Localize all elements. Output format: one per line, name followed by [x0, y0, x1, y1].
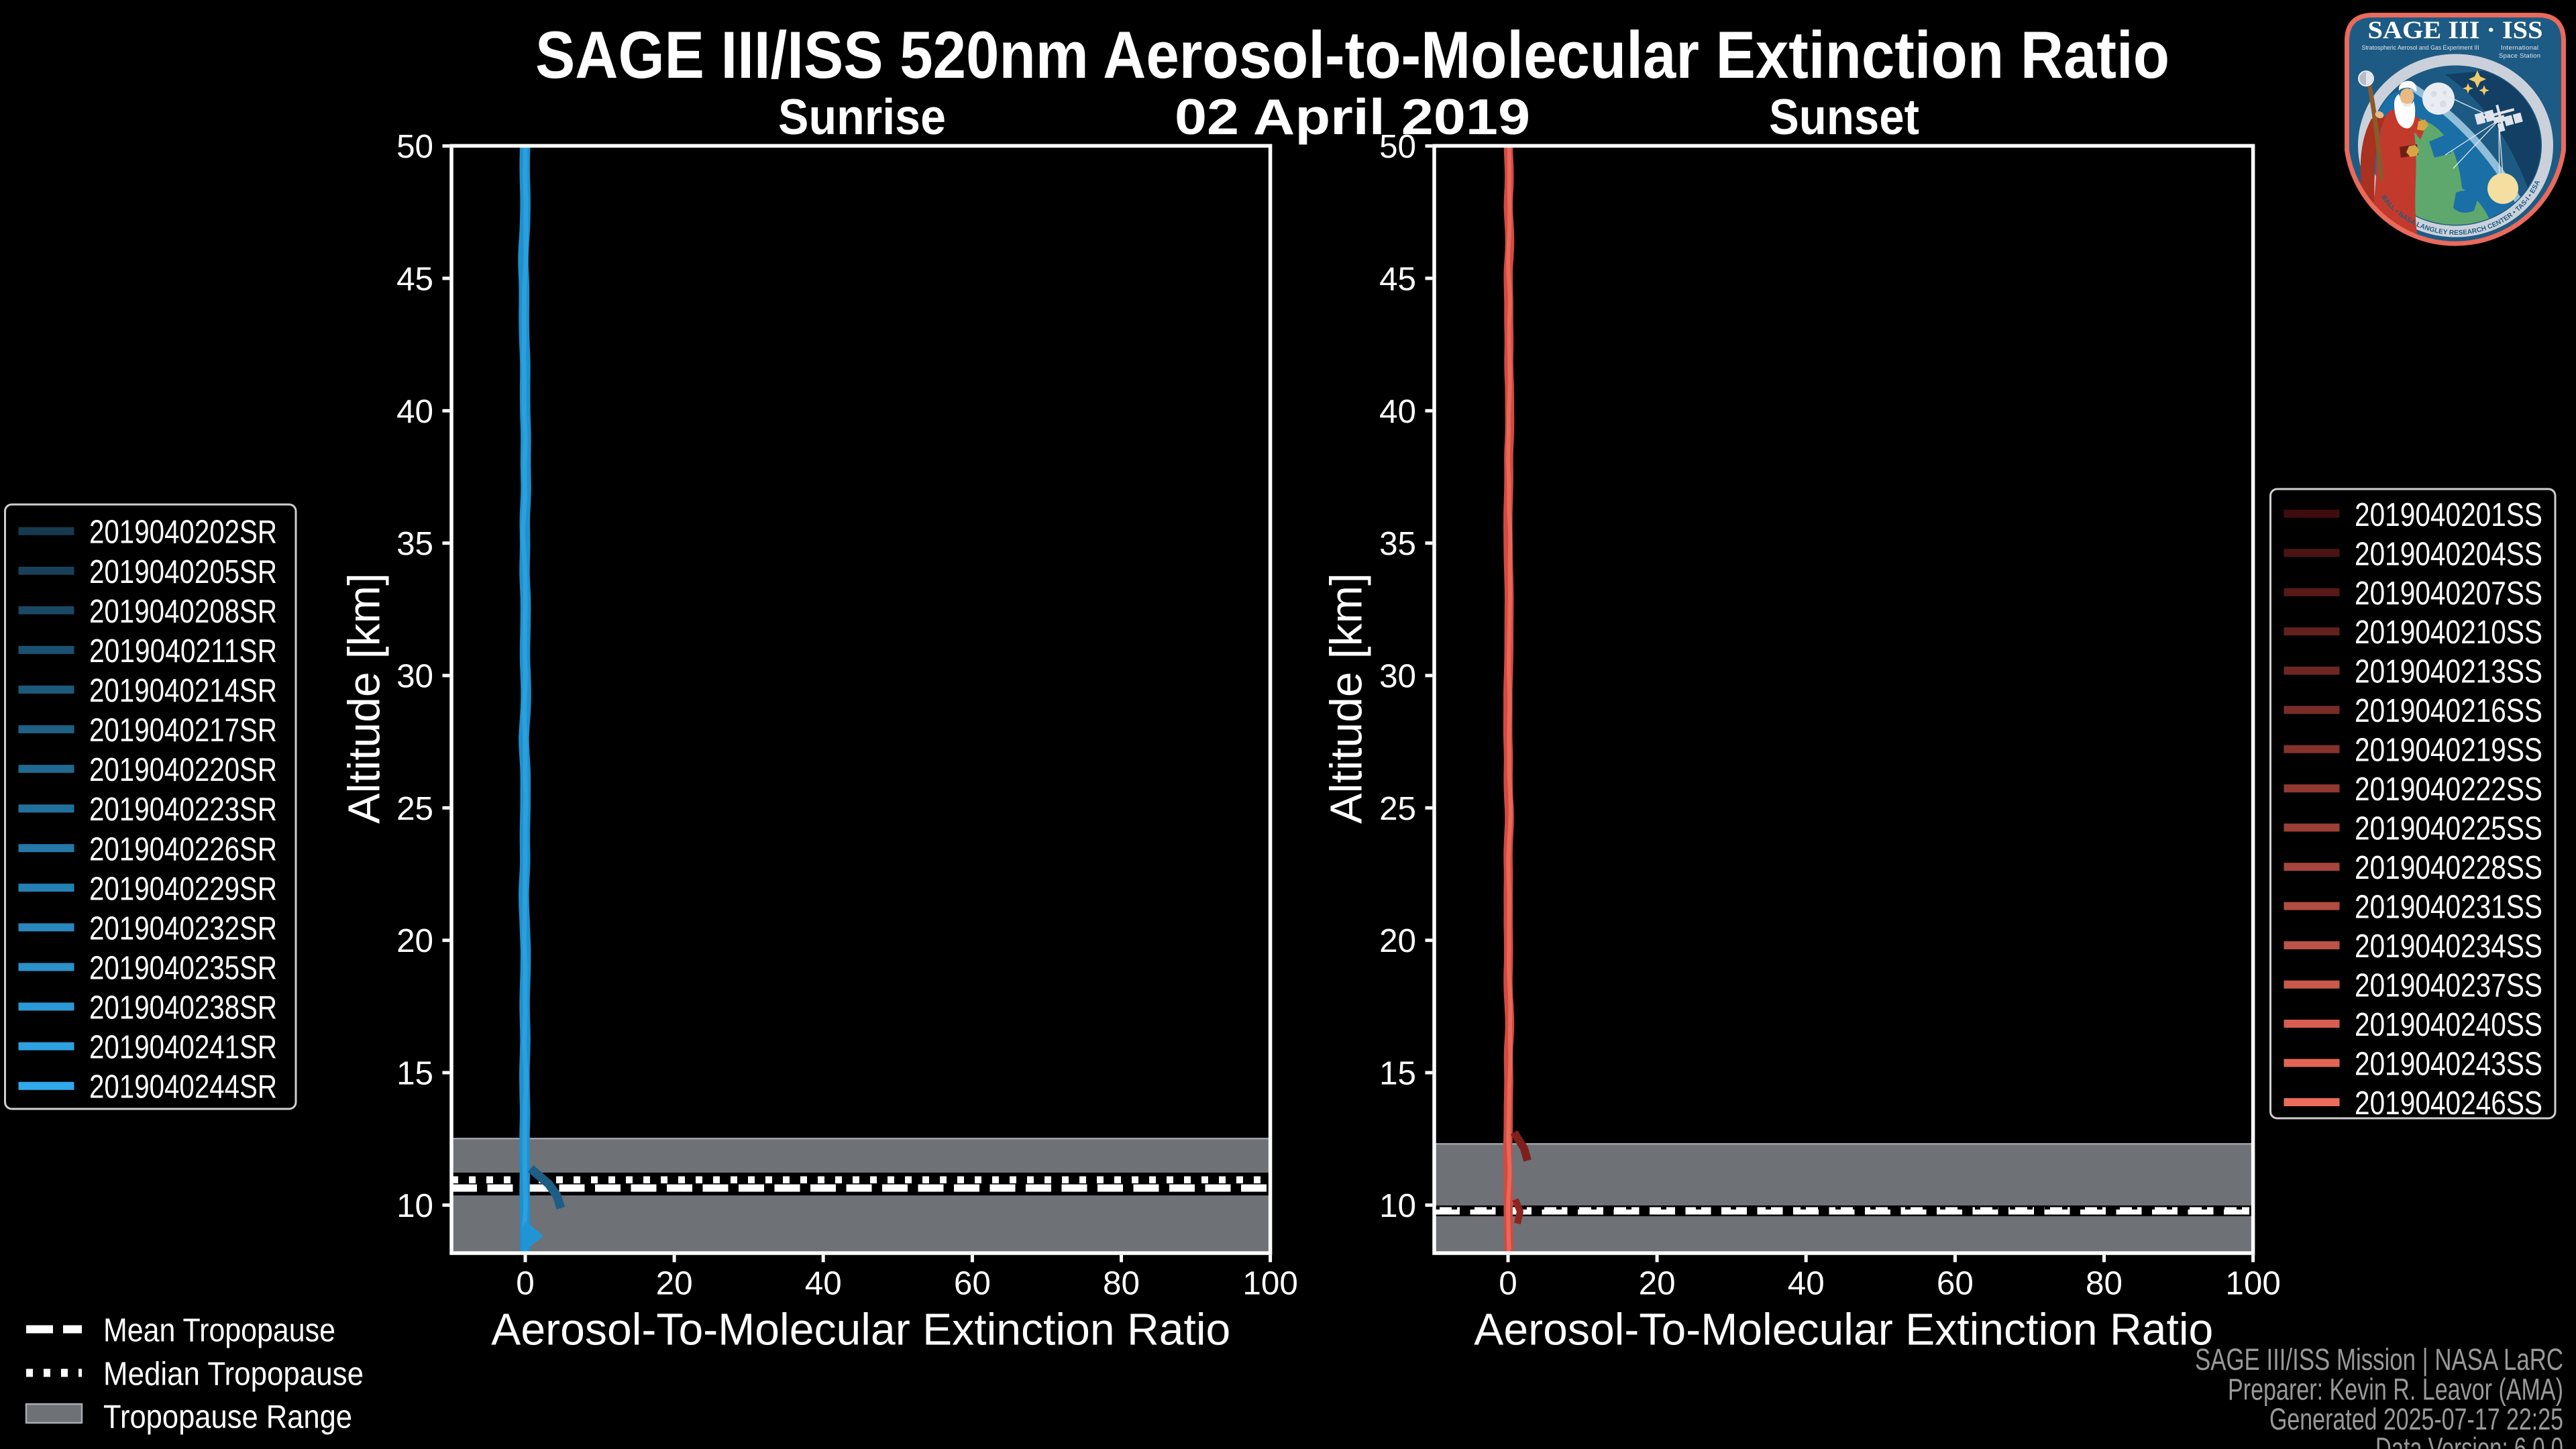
svg-text:40: 40 [396, 393, 433, 430]
svg-text:2019040240SS: 2019040240SS [2355, 1006, 2542, 1043]
svg-text:2019040225SS: 2019040225SS [2355, 810, 2542, 847]
svg-text:2019040207SS: 2019040207SS [2355, 575, 2542, 612]
svg-text:Sunset: Sunset [1769, 89, 1919, 145]
svg-text:2019040231SS: 2019040231SS [2355, 889, 2542, 926]
svg-text:20: 20 [396, 922, 433, 959]
svg-text:2019040213SS: 2019040213SS [2355, 653, 2542, 690]
svg-text:45: 45 [396, 260, 433, 297]
svg-text:30: 30 [1379, 658, 1416, 695]
svg-text:60: 60 [1937, 1265, 1974, 1302]
svg-text:50: 50 [1379, 128, 1416, 165]
svg-text:2019040241SR: 2019040241SR [89, 1029, 277, 1066]
svg-text:30: 30 [396, 658, 433, 695]
svg-text:25: 25 [1379, 790, 1416, 827]
svg-text:100: 100 [2225, 1265, 2280, 1302]
svg-text:Altitude [km]: Altitude [km] [339, 573, 389, 824]
svg-text:2019040244SR: 2019040244SR [89, 1069, 277, 1106]
svg-text:Median Tropopause: Median Tropopause [103, 1356, 364, 1393]
svg-text:Generated 2025-07-17 22:25: Generated 2025-07-17 22:25 [2269, 1402, 2563, 1436]
svg-text:2019040220SR: 2019040220SR [89, 751, 277, 788]
svg-text:Mean Tropopause: Mean Tropopause [103, 1312, 335, 1349]
svg-text:2019040235SR: 2019040235SR [89, 949, 277, 986]
svg-text:Aerosol-To-Molecular Extinctio: Aerosol-To-Molecular Extinction Ratio [1474, 1305, 2213, 1355]
svg-text:SAGE III/ISS 520nm Aerosol-to-: SAGE III/ISS 520nm Aerosol-to-Molecular … [535, 17, 2169, 92]
svg-text:20: 20 [1639, 1265, 1676, 1302]
svg-text:2019040211SR: 2019040211SR [89, 633, 277, 669]
svg-text:2019040228SS: 2019040228SS [2355, 849, 2542, 886]
svg-text:2019040234SS: 2019040234SS [2355, 928, 2542, 965]
svg-text:Stratospheric Aerosol and Gas: Stratospheric Aerosol and Gas Experiment… [2362, 44, 2479, 52]
svg-text:0: 0 [516, 1265, 534, 1302]
svg-text:10: 10 [1379, 1187, 1416, 1224]
svg-text:2019040214SR: 2019040214SR [89, 672, 277, 709]
svg-text:2019040216SS: 2019040216SS [2355, 692, 2542, 729]
svg-text:15: 15 [396, 1055, 433, 1092]
svg-text:2019040208SR: 2019040208SR [89, 593, 277, 630]
svg-text:Sunrise: Sunrise [778, 89, 946, 145]
svg-text:40: 40 [1788, 1265, 1825, 1302]
svg-text:Altitude [km]: Altitude [km] [1321, 573, 1371, 824]
svg-text:2019040232SR: 2019040232SR [89, 910, 277, 947]
svg-text:2019040223SR: 2019040223SR [89, 791, 277, 828]
svg-text:25: 25 [396, 790, 433, 827]
svg-text:40: 40 [805, 1265, 842, 1302]
svg-text:Data Version: 6.0.0: Data Version: 6.0.0 [2375, 1432, 2563, 1449]
svg-text:SAGE III · ISS: SAGE III · ISS [2368, 17, 2543, 44]
svg-text:35: 35 [1379, 525, 1416, 562]
svg-text:2019040201SS: 2019040201SS [2355, 496, 2542, 533]
svg-text:Tropopause Range: Tropopause Range [103, 1399, 352, 1436]
svg-text:Preparer: Kevin R. Leavor (AMA: Preparer: Kevin R. Leavor (AMA) [2228, 1373, 2563, 1407]
svg-text:2019040246SS: 2019040246SS [2355, 1085, 2542, 1122]
svg-text:80: 80 [1103, 1265, 1140, 1302]
svg-text:10: 10 [396, 1187, 433, 1224]
svg-text:Aerosol-To-Molecular Extinctio: Aerosol-To-Molecular Extinction Ratio [491, 1305, 1230, 1355]
svg-text:100: 100 [1242, 1265, 1297, 1302]
svg-text:2019040237SS: 2019040237SS [2355, 967, 2542, 1004]
svg-text:2019040202SR: 2019040202SR [89, 514, 277, 551]
svg-text:2019040238SR: 2019040238SR [89, 989, 277, 1026]
svg-text:50: 50 [396, 128, 433, 165]
svg-text:20: 20 [1379, 922, 1416, 959]
svg-text:SAGE III/ISS Mission | NASA La: SAGE III/ISS Mission | NASA LaRC [2195, 1342, 2563, 1377]
svg-text:2019040217SR: 2019040217SR [89, 712, 277, 749]
svg-text:35: 35 [396, 525, 433, 562]
svg-text:2019040204SS: 2019040204SS [2355, 535, 2542, 572]
svg-text:02 April 2019: 02 April 2019 [1175, 89, 1530, 145]
svg-text:2019040219SS: 2019040219SS [2355, 732, 2542, 769]
svg-text:2019040226SR: 2019040226SR [89, 830, 277, 867]
svg-text:2019040243SS: 2019040243SS [2355, 1046, 2542, 1083]
svg-text:60: 60 [954, 1265, 991, 1302]
svg-text:2019040210SS: 2019040210SS [2355, 614, 2542, 651]
svg-text:15: 15 [1379, 1055, 1416, 1092]
svg-text:Space Station: Space Station [2499, 52, 2540, 60]
svg-text:40: 40 [1379, 393, 1416, 430]
svg-text:45: 45 [1379, 260, 1416, 297]
svg-text:2019040222SS: 2019040222SS [2355, 771, 2542, 808]
svg-text:0: 0 [1499, 1265, 1517, 1302]
svg-text:20: 20 [656, 1265, 693, 1302]
svg-text:2019040229SR: 2019040229SR [89, 870, 277, 907]
svg-text:International: International [2501, 44, 2538, 52]
svg-text:2019040205SR: 2019040205SR [89, 553, 277, 590]
svg-text:80: 80 [2086, 1265, 2123, 1302]
